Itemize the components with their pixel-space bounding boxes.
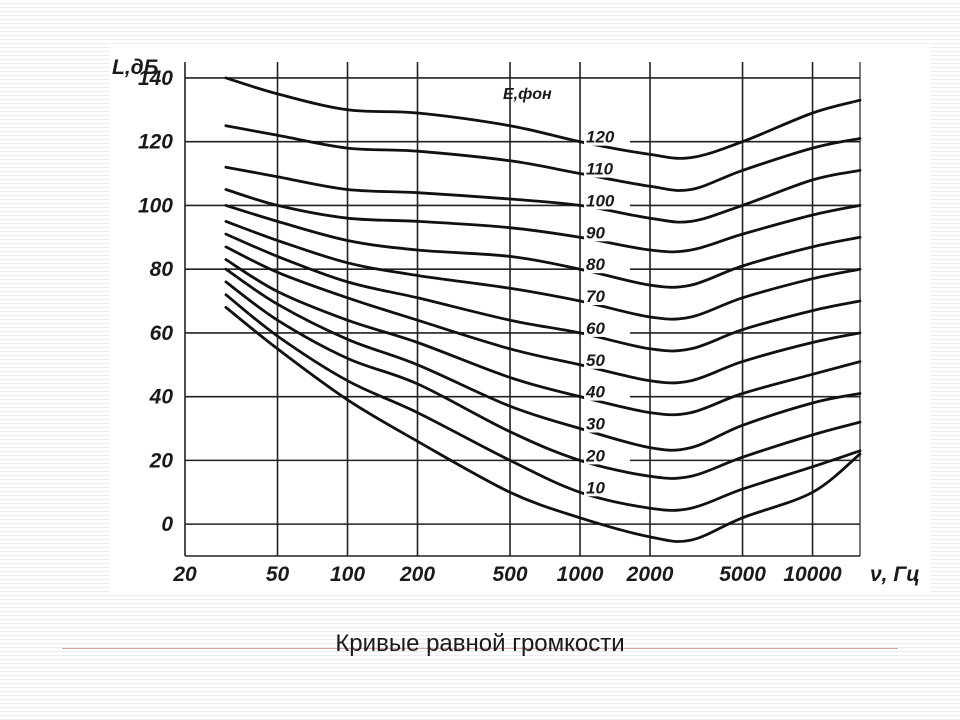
curve-label: 90 xyxy=(586,223,605,242)
curve-label: 60 xyxy=(586,319,605,338)
curve-label: 70 xyxy=(586,287,605,306)
y-axis-label: L,дБ xyxy=(112,56,159,79)
grid xyxy=(184,62,861,557)
curve-label-background xyxy=(584,350,631,369)
x-tick-label: 200 xyxy=(399,563,435,586)
curve-label-background xyxy=(584,382,631,401)
loudness-curve xyxy=(224,124,862,192)
loudness-curve xyxy=(224,280,862,480)
labels: 20 50 100 200 500 1000 2000 5000 10000 0 20 40 60 80 1… xyxy=(138,67,842,586)
y-tick-label: 20 xyxy=(149,449,174,472)
equal-loudness-chart: 20 50 100 200 500 1000 2000 5000 10000 0 20 40 60 80 1… xyxy=(112,56,920,586)
curve-label: 120 xyxy=(586,128,615,147)
loudness-curve xyxy=(224,293,862,512)
caption-divider xyxy=(62,648,898,649)
curve-label-background xyxy=(584,478,631,497)
x-tick-label: 10000 xyxy=(783,563,842,586)
curve-label-background xyxy=(584,255,631,274)
legend-title: E,фон xyxy=(503,86,552,103)
curve-label: 100 xyxy=(586,191,615,210)
y-tick-label: 100 xyxy=(138,194,173,217)
y-tick-label: 60 xyxy=(150,322,174,345)
curve-label-background xyxy=(584,223,631,242)
x-tick-label: 1000 xyxy=(557,563,604,586)
loudness-curve xyxy=(224,76,862,160)
x-tick-label: 20 xyxy=(172,563,197,586)
curve-label: 10 xyxy=(586,478,605,497)
curve-label-background xyxy=(584,287,631,306)
curve-label: 80 xyxy=(586,255,605,274)
loudness-curve xyxy=(224,232,862,353)
curve-label-background xyxy=(584,318,631,337)
loudness-curve xyxy=(224,188,862,254)
curve-label: 30 xyxy=(586,415,605,434)
curve-label-background xyxy=(584,127,631,146)
x-axis-label: ν, Гц xyxy=(870,563,920,586)
y-tick-label: 0 xyxy=(161,513,173,536)
chart-panel: 20 50 100 200 500 1000 2000 5000 10000 0 20 40 60 80 1… xyxy=(110,44,930,592)
curve-label: 110 xyxy=(586,160,614,179)
loudness-curve xyxy=(224,245,862,385)
curve-label: 20 xyxy=(585,446,605,465)
loudness-curve xyxy=(224,267,862,452)
curve-label-background xyxy=(584,446,631,465)
curve-label: 40 xyxy=(585,383,605,402)
loudness-curve xyxy=(224,204,862,289)
curve-label: 50 xyxy=(586,351,605,370)
y-tick-label: 40 xyxy=(149,386,174,409)
y-tick-label: 120 xyxy=(138,131,173,154)
y-tick-label: 80 xyxy=(150,258,174,281)
loudness-curve xyxy=(224,306,862,543)
curve-label-background xyxy=(584,414,631,433)
loudness-curve xyxy=(224,220,862,321)
y-tick-label: 140 xyxy=(138,67,173,90)
x-tick-label: 2000 xyxy=(626,563,674,586)
slide-caption: Кривые равной громкости xyxy=(335,630,625,657)
curve-label-background xyxy=(584,191,631,210)
x-tick-label: 500 xyxy=(493,563,528,586)
loudness-curve xyxy=(224,165,862,224)
curves xyxy=(224,76,862,543)
x-tick-label: 100 xyxy=(330,563,365,586)
loudness-curve xyxy=(224,258,862,417)
x-tick-label: 50 xyxy=(266,563,290,586)
x-tick-label: 5000 xyxy=(719,563,766,586)
curve-label-background xyxy=(584,159,631,178)
